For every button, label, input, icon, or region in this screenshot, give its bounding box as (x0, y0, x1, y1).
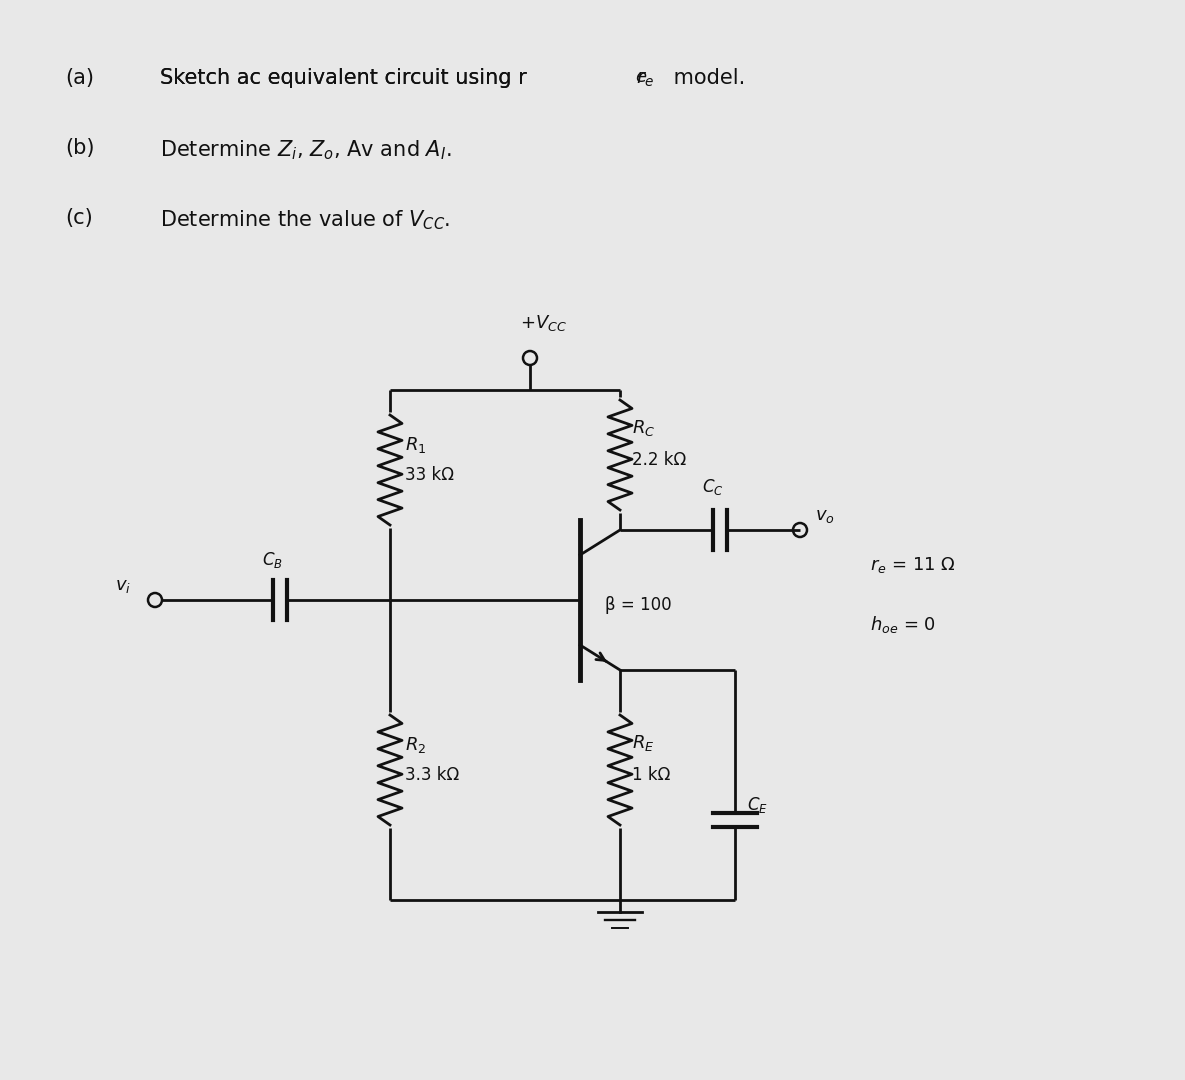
Text: 3.3 kΩ: 3.3 kΩ (405, 766, 460, 784)
Text: 2.2 kΩ: 2.2 kΩ (632, 451, 686, 469)
Text: $r_e$: $r_e$ (636, 70, 654, 89)
Text: $r_e$ = 11 Ω: $r_e$ = 11 Ω (870, 555, 956, 575)
Text: $C_E$: $C_E$ (747, 795, 768, 815)
Text: (b): (b) (65, 138, 95, 158)
Text: e: e (635, 68, 646, 86)
Text: Determine the value of $V_{CC}$.: Determine the value of $V_{CC}$. (160, 208, 450, 231)
Text: β = 100: β = 100 (606, 596, 672, 615)
Text: $R_1$: $R_1$ (405, 435, 427, 455)
Text: $R_E$: $R_E$ (632, 733, 654, 753)
Text: (a): (a) (65, 68, 94, 87)
Text: $v_i$: $v_i$ (115, 577, 132, 595)
Text: $C_B$: $C_B$ (262, 550, 283, 570)
Text: $R_2$: $R_2$ (405, 735, 427, 755)
Text: $v_o$: $v_o$ (815, 507, 834, 525)
Text: Sketch ac equivalent circuit using r: Sketch ac equivalent circuit using r (160, 68, 527, 87)
Text: $+V_{CC}$: $+V_{CC}$ (520, 313, 566, 333)
Text: Sketch ac equivalent circuit using r model.: Sketch ac equivalent circuit using r mod… (160, 68, 606, 87)
Text: $R_C$: $R_C$ (632, 418, 655, 438)
Text: Sketch ac equivalent circuit using r: Sketch ac equivalent circuit using r (160, 68, 527, 87)
Text: 1 kΩ: 1 kΩ (632, 766, 671, 784)
Text: model.: model. (667, 68, 745, 87)
Text: $h_{oe}$ = 0: $h_{oe}$ = 0 (870, 615, 936, 635)
Text: (c): (c) (65, 208, 92, 228)
Text: 33 kΩ: 33 kΩ (405, 465, 454, 484)
Text: $C_C$: $C_C$ (702, 477, 724, 497)
Text: Determine $Z_i$, $Z_o$, Av and $A_I$.: Determine $Z_i$, $Z_o$, Av and $A_I$. (160, 138, 451, 162)
